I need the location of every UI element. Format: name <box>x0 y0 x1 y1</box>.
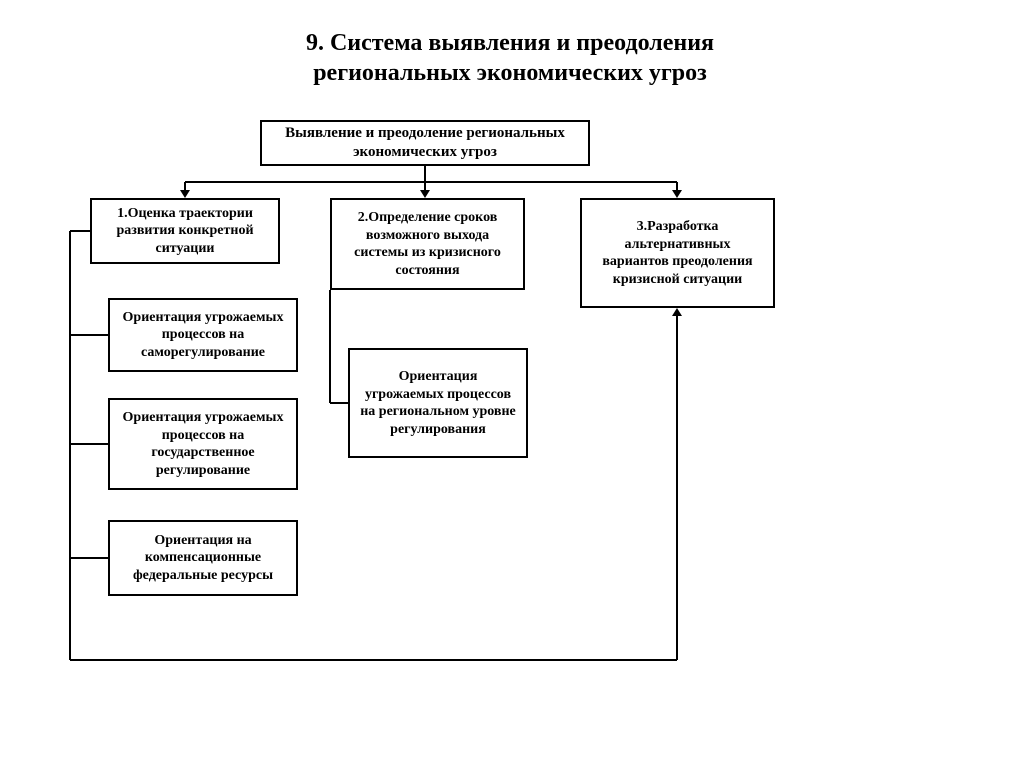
node-c1: Ориентация угрожаемых процессов на самор… <box>108 298 298 372</box>
node-b3: 3.Разработка альтернативных вариантов пр… <box>580 198 775 308</box>
node-c3: Ориентация на компенсационные федеральны… <box>108 520 298 596</box>
node-b2: 2.Определение сроков возможного выхода с… <box>330 198 525 290</box>
node-d1: Ориентация угрожаемых процессов на регио… <box>348 348 528 458</box>
page-title: 9. Система выявления и преодоления регио… <box>230 28 790 88</box>
node-root: Выявление и преодоление региональных эко… <box>260 120 590 166</box>
node-c2: Ориентация угрожаемых процессов на госуд… <box>108 398 298 490</box>
node-b1: 1.Оценка траектории развития конкретной … <box>90 198 280 264</box>
